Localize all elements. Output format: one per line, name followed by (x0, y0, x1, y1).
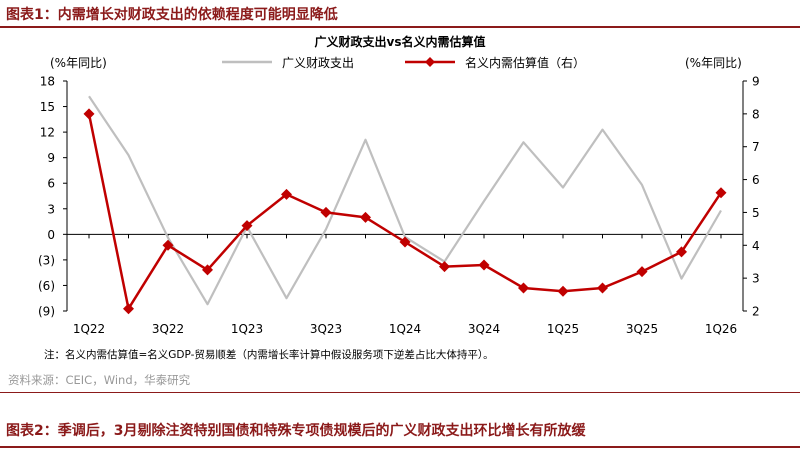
chart-title: 广义财政支出vs名义内需估算值 (315, 34, 486, 49)
y-left-tick-label: 15 (40, 100, 55, 114)
series-line-domestic-demand (87, 113, 723, 310)
series-line-fiscal-spending (88, 95, 722, 306)
figure2-label: 图表2： (6, 423, 58, 439)
data-point-diamond (123, 303, 134, 315)
y-right-tick-label: 5 (752, 206, 760, 220)
y-right-tick-label: 3 (752, 272, 760, 286)
x-tick-label: 3Q24 (468, 322, 500, 336)
y-right-tick-label: 9 (752, 75, 760, 89)
data-point-diamond (399, 236, 411, 248)
figure-title: 图表1：内需增长对财政支出的依赖程度可能明显降低 (6, 4, 338, 24)
y-left-tick-label: 0 (47, 228, 55, 242)
legend-label-red: 名义内需估算值（右） (465, 55, 585, 70)
data-point-diamond (597, 282, 608, 294)
data-point-diamond (281, 188, 292, 200)
data-point-diamond (478, 259, 490, 271)
y-left-tick-label: (9) (38, 305, 55, 319)
data-point-diamond (439, 261, 450, 273)
y-right-tick-label: 4 (752, 239, 760, 253)
x-tick-label: 3Q22 (152, 322, 184, 336)
figure2-rule (0, 446, 800, 448)
y-left-axis-label: (%年同比) (50, 56, 107, 70)
y-left-tick-label: 18 (40, 75, 55, 89)
figure-title-text: 内需增长对财政支出的依赖程度可能明显降低 (57, 7, 338, 23)
y-right-axis-label: (%年同比) (685, 56, 742, 70)
x-tick-label: 1Q25 (547, 322, 579, 336)
data-point-diamond (636, 266, 648, 278)
x-tick-label: 1Q23 (231, 322, 263, 336)
y-left-tick-label: (6) (38, 279, 55, 293)
data-point-diamond (202, 264, 213, 276)
y-left-tick-label: 9 (47, 151, 55, 165)
data-point-diamond (320, 206, 332, 218)
y-right-tick-label: 2 (752, 305, 760, 319)
data-point-diamond (162, 239, 174, 251)
data-point-diamond (676, 246, 687, 258)
source-line: 资料来源：CEIC，Wind，华泰研究 (8, 373, 191, 387)
data-point-diamond (518, 282, 529, 294)
y-left-tick-label: 6 (47, 177, 55, 191)
x-tick-label: 3Q23 (310, 322, 342, 336)
chart-note: 注：名义内需估算值=名义GDP-贸易顺差（内需增长率计算中假设服务项下逆差占比大… (44, 349, 494, 361)
y-left-tick-label: 12 (40, 126, 55, 140)
figure2-title: 图表2：季调后，3月剔除注资特别国债和特殊专项债规模后的广义财政支出环比增长有所… (6, 420, 586, 440)
data-point-diamond (715, 187, 727, 199)
y-left-tick-label: 3 (47, 202, 55, 216)
y-right-tick-label: 8 (752, 107, 760, 121)
x-tick-label: 1Q24 (389, 322, 421, 336)
y-right-tick-label: 6 (752, 173, 760, 187)
title-rule (0, 26, 800, 28)
chart: 广义财政支出vs名义内需估算值 (%年同比) (%年同比) 广义财政支出 名义内需估算值… (38, 34, 760, 336)
data-point-diamond (360, 211, 371, 223)
data-point-diamond (83, 108, 95, 120)
x-tick-label: 3Q25 (626, 322, 658, 336)
x-tick-label: 1Q26 (705, 322, 737, 336)
y-left-tick-label: (3) (38, 253, 55, 267)
y-right-tick-label: 7 (752, 140, 760, 154)
legend-marker-red (425, 57, 435, 67)
legend-label-gray: 广义财政支出 (282, 56, 354, 70)
data-point-diamond (241, 220, 253, 232)
x-tick-label: 1Q22 (73, 322, 105, 336)
figure-label: 图表1： (6, 7, 58, 23)
section-divider (0, 392, 800, 393)
data-point-diamond (557, 285, 569, 297)
figure2-title-text: 季调后，3月剔除注资特别国债和特殊专项债规模后的广义财政支出环比增长有所放缓 (57, 423, 586, 439)
